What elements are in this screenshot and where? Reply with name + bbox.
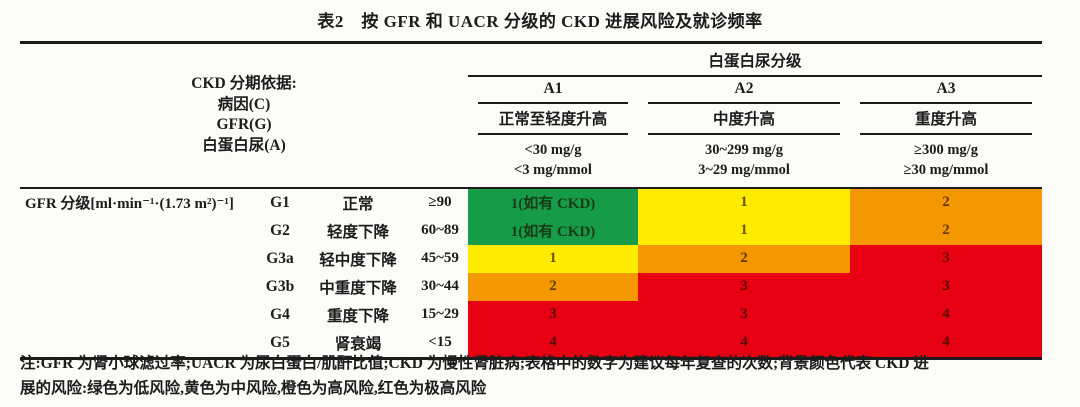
risk-cell-g3a-a3: 3 — [850, 244, 1042, 273]
gfr-stage-desc: 轻度下降 — [326, 223, 389, 241]
gfr-stage-code: G2 — [270, 221, 290, 239]
gfr-stage-desc: 中重度下降 — [319, 279, 397, 297]
ckd-basis-line: CKD 分期依据: — [191, 75, 297, 93]
ckd-staging-basis: CKD 分期依据: 病因(C) GFR(G) 白蛋白尿(A) — [20, 44, 468, 187]
column-desc-a3: 重度升高 — [850, 104, 1042, 135]
gfr-stage-range: 15~29 — [421, 306, 459, 323]
gfr-stage-range: 60~89 — [421, 222, 459, 239]
risk-cell-g3b-a1: 2 — [468, 272, 638, 301]
risk-cell-g3a-a1: 1 — [468, 244, 638, 273]
column-range-a3: ≥300 mg/g ≥30 mg/mmol — [903, 142, 989, 179]
risk-cell-g3b-a2: 3 — [638, 272, 850, 301]
gfr-stage-range: <15 — [428, 334, 452, 351]
risk-cell-g5-a2: 4 — [638, 328, 850, 357]
ckd-basis-line: GFR(G) — [216, 116, 272, 134]
risk-cell-g1-a3: 2 — [850, 188, 1042, 217]
gfr-stage-range: 30~44 — [421, 278, 459, 295]
gfr-stage-code: G1 — [270, 193, 290, 211]
table-title: 表2 按 GFR 和 UACR 分级的 CKD 进展风险及就诊频率 — [317, 12, 763, 31]
albuminuria-codes-row: A1 A2 A3 — [468, 77, 1042, 104]
gfr-stage-desc: 肾衰竭 — [334, 335, 382, 353]
risk-cell-g4-a1: 3 — [468, 300, 638, 329]
risk-cell-g5-a3: 4 — [850, 328, 1042, 357]
risk-cell-g5-a1: 4 — [468, 328, 638, 357]
risk-cell-g1-a2: 1 — [638, 188, 850, 217]
footnote-line-1: 注:GFR 为肾小球滤过率;UACR 为尿白蛋白/肌酐比值;CKD 为慢性肾脏病… — [20, 355, 929, 372]
gfr-stage-range: 45~59 — [421, 250, 459, 267]
gfr-stage-code: G3b — [265, 277, 295, 295]
albuminuria-desc-row: 正常至轻度升高 中度升高 重度升高 — [468, 104, 1042, 135]
albuminuria-range-row: <30 mg/g <3 mg/mmol 30~299 mg/g 3~29 mg/… — [468, 135, 1042, 187]
ckd-basis-line: 白蛋白尿(A) — [202, 136, 286, 154]
column-header-a2: A2 — [638, 77, 850, 104]
risk-cell-g1-a1: 1(如有 CKD) — [468, 188, 638, 217]
table-row-g5: G5 肾衰竭 <15 4 4 4 — [20, 328, 1042, 357]
column-range-a1: <30 mg/g <3 mg/mmol — [514, 142, 592, 179]
gfr-stage-code: G3a — [266, 249, 294, 267]
footnote-line-2: 展的风险:绿色为低风险,黄色为中风险,橙色为高风险,红色为极高风险 — [20, 380, 487, 398]
table-row-g3a: G3a 轻中度下降 45~59 1 2 3 — [20, 244, 1042, 273]
table-row-g4: G4 重度下降 15~29 3 3 4 — [20, 300, 1042, 329]
risk-cell-g2-a2: 1 — [638, 216, 850, 245]
table-row-g2: G2 轻度下降 60~89 1(如有 CKD) 1 2 — [20, 216, 1042, 245]
column-desc-a1: 正常至轻度升高 — [468, 104, 638, 135]
ckd-risk-table: CKD 分期依据: 病因(C) GFR(G) 白蛋白尿(A) 白蛋白尿分级 A1… — [20, 41, 1042, 360]
risk-cell-g2-a3: 2 — [850, 216, 1042, 245]
gfr-stage-code: G4 — [270, 305, 290, 323]
gfr-stage-range: ≥90 — [428, 194, 452, 211]
albuminuria-title: 白蛋白尿分级 — [468, 44, 1042, 77]
table-footnote: 注:GFR 为肾小球滤过率;UACR 为尿白蛋白/肌酐比值;CKD 为慢性肾脏病… — [20, 351, 1060, 401]
column-header-a1: A1 — [468, 77, 638, 104]
table-row-g1: GFR 分级[ml·min⁻¹·(1.73 m²)⁻¹] G1 正常 ≥90 1… — [20, 188, 1042, 217]
gfr-axis-label: GFR 分级[ml·min⁻¹·(1.73 m²)⁻¹] — [25, 196, 234, 213]
table-header: CKD 分期依据: 病因(C) GFR(G) 白蛋白尿(A) 白蛋白尿分级 A1… — [20, 44, 1042, 189]
gfr-stage-desc: 重度下降 — [326, 307, 389, 325]
column-header-a3: A3 — [850, 77, 1042, 104]
risk-cell-g4-a3: 4 — [850, 300, 1042, 329]
table-body: GFR 分级[ml·min⁻¹·(1.73 m²)⁻¹] G1 正常 ≥90 1… — [20, 188, 1042, 360]
column-range-a2: 30~299 mg/g 3~29 mg/mmol — [698, 142, 790, 179]
risk-cell-g3b-a3: 3 — [850, 272, 1042, 301]
risk-cell-g4-a2: 3 — [638, 300, 850, 329]
risk-cell-g2-a1: 1(如有 CKD) — [468, 216, 638, 245]
ckd-basis-line: 病因(C) — [217, 95, 271, 113]
gfr-stage-desc: 正常 — [342, 195, 374, 213]
column-desc-a2: 中度升高 — [638, 104, 850, 135]
albuminuria-header: 白蛋白尿分级 A1 A2 A3 正常至轻度升高 中度升高 重度升高 <30 mg… — [468, 44, 1042, 187]
table-row-g3b: G3b 中重度下降 30~44 2 3 3 — [20, 272, 1042, 301]
gfr-stage-code: G5 — [270, 333, 290, 351]
risk-cell-g3a-a2: 2 — [638, 244, 850, 273]
gfr-stage-desc: 轻中度下降 — [319, 251, 397, 269]
